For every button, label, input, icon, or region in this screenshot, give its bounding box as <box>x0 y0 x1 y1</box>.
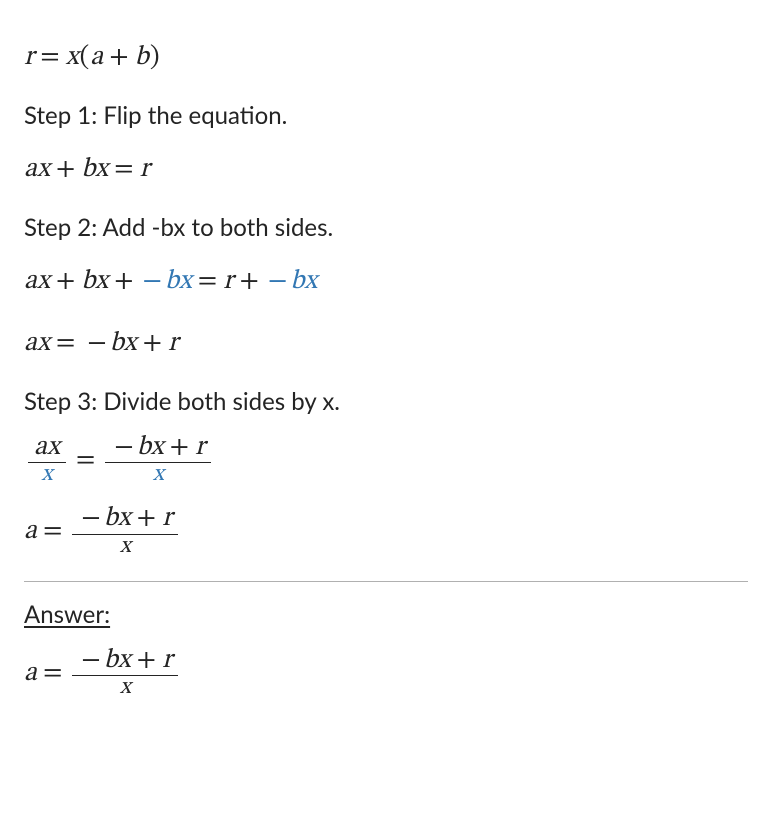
plus-sign: + <box>50 260 81 303</box>
plus-sign: + <box>131 647 162 674</box>
s3e1-lhs-frac: ax x <box>28 434 66 487</box>
s3e2-rhs-frac: −bx+r x <box>72 505 178 558</box>
plus-sign: + <box>108 260 139 303</box>
plus-sign: + <box>137 322 168 365</box>
equation-initial: r = x(a+b) <box>24 36 748 79</box>
s3e2-rhs-num: −bx+r <box>72 505 178 534</box>
s2e1-lhs1: ax <box>24 260 50 303</box>
answer-equation: a = −bx+r x <box>24 647 748 700</box>
s3e1-lhs-den: x <box>35 463 58 487</box>
s3e1-lhs-num: ax <box>28 434 66 463</box>
step1-label: Step 1: Flip the equation. <box>24 101 748 130</box>
answer-lhs: a <box>24 652 37 695</box>
answer-rhs-num-pos: r <box>162 647 172 674</box>
equals-sign: = <box>34 36 65 79</box>
equals-sign: = <box>50 322 81 365</box>
eq0-lhs: r <box>24 36 34 79</box>
s2e1-rhs-add-val: bx <box>290 268 317 295</box>
s2e2-lhs: ax <box>24 322 50 365</box>
minus-sign: − <box>265 268 290 295</box>
divider <box>24 581 748 582</box>
lparen: ( <box>79 44 91 71</box>
step1-rhs: r <box>140 148 150 191</box>
s3e2-rhs-num-pos: r <box>162 505 172 532</box>
s2e1-lhs-add: −bx <box>140 260 192 303</box>
s3e2-rhs-num-neg: bx <box>104 505 131 532</box>
step2-equation-1: ax + bx + −bx = r + −bx <box>24 260 748 303</box>
rparen: ) <box>149 44 161 71</box>
plus-sign: + <box>50 148 81 191</box>
minus-sign: − <box>140 268 165 295</box>
s2e1-rhs1: r <box>223 260 233 303</box>
s3e2-lhs: a <box>24 510 37 553</box>
s2e1-lhs-add-val: bx <box>165 268 192 295</box>
step2-equation-2: ax = − bx + r <box>24 322 748 365</box>
eq0-rhs: x(a+b) <box>66 36 161 79</box>
answer-rhs-num: −bx+r <box>72 647 178 676</box>
answer-rhs-den: x <box>114 676 137 700</box>
minus-sign: − <box>81 322 109 365</box>
plus-sign: + <box>103 44 134 71</box>
equals-sign: = <box>192 260 223 303</box>
answer-rhs-frac: −bx+r x <box>72 647 178 700</box>
step1-lhs-term2: bx <box>81 148 108 191</box>
s3e2-rhs-den: x <box>114 535 137 559</box>
s2e1-rhs-add: −bx <box>265 260 317 303</box>
equals-sign: = <box>37 652 68 695</box>
s3e1-rhs-num-neg: bx <box>137 434 164 461</box>
step3-equation-1: ax x = −bx+r x <box>24 434 748 487</box>
equals-sign: = <box>37 510 68 553</box>
eq0-term2: b <box>135 44 149 71</box>
s2e1-lhs2: bx <box>81 260 108 303</box>
plus-sign: + <box>131 505 162 532</box>
eq0-term1: a <box>90 44 103 71</box>
step1-equation: ax + bx = r <box>24 148 748 191</box>
s2e2-rhs-neg: bx <box>110 322 137 365</box>
equals-sign: = <box>108 148 139 191</box>
s3e1-rhs-den: x <box>147 463 170 487</box>
step2-label: Step 2: Add -bx to both sides. <box>24 213 748 242</box>
minus-sign: − <box>78 647 103 674</box>
minus-sign: − <box>78 505 103 532</box>
step1-lhs-term1: ax <box>24 148 50 191</box>
step3-label: Step 3: Divide both sides by x. <box>24 387 748 416</box>
plus-sign: + <box>234 260 265 303</box>
s2e2-rhs-pos: r <box>168 322 178 365</box>
answer-rhs-num-neg: bx <box>104 647 131 674</box>
answer-label: Answer: <box>24 600 748 629</box>
plus-sign: + <box>164 434 195 461</box>
s3e1-rhs-num: −bx+r <box>105 434 211 463</box>
minus-sign: − <box>111 434 136 461</box>
step3-equation-2: a = −bx+r x <box>24 505 748 558</box>
eq0-rhs-coef: x <box>66 44 79 71</box>
equals-sign: = <box>70 439 101 482</box>
s3e1-rhs-num-pos: r <box>195 434 205 461</box>
s3e1-rhs-frac: −bx+r x <box>105 434 211 487</box>
